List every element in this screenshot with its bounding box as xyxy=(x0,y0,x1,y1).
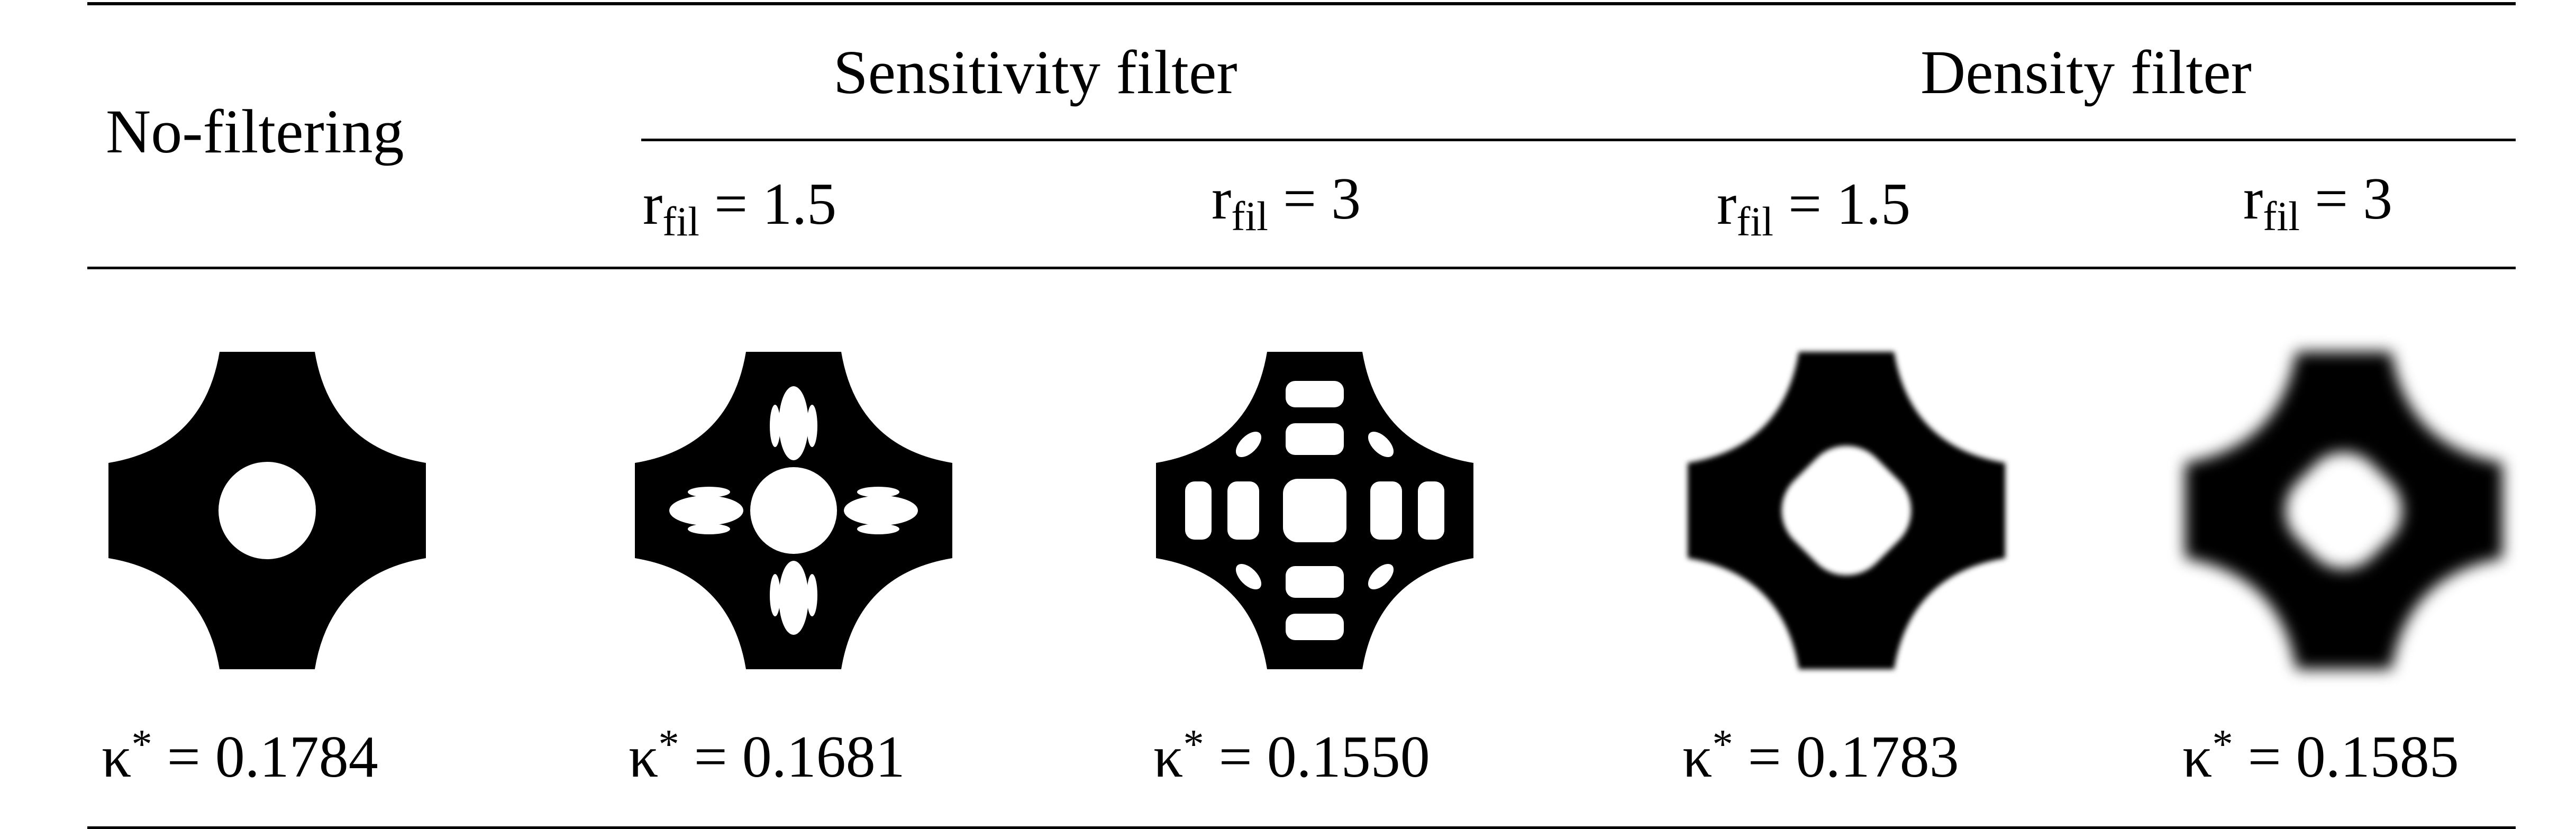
sublabel-sensitivity-r1: rfil = 1.5 xyxy=(643,171,837,244)
topology-density-r3 xyxy=(2185,352,2502,669)
header-no-filtering: No-filtering xyxy=(106,97,404,166)
header-sensitivity-filter: Sensitivity filter xyxy=(833,38,1237,107)
topology-sensitivity-r3 xyxy=(1156,352,1473,669)
result-sensitivity-r3: κ* = 0.1550 xyxy=(1153,721,1430,790)
sublabel-sensitivity-r2: rfil = 3 xyxy=(1212,166,1361,239)
result-no-filtering: κ* = 0.1784 xyxy=(102,721,378,790)
result-density-r3: κ* = 0.1585 xyxy=(2182,721,2459,790)
bottom-rule xyxy=(87,826,2516,829)
result-sensitivity-r1.5: κ* = 0.1681 xyxy=(629,721,905,790)
topology-sensitivity-r1.5 xyxy=(635,352,952,669)
result-density-r1.5: κ* = 0.1783 xyxy=(1682,721,1959,790)
topology-density-r1.5 xyxy=(1688,352,2005,669)
sublabel-density-r2: rfil = 3 xyxy=(2243,166,2393,239)
header-bottom-rule xyxy=(87,267,2516,269)
top-rule xyxy=(87,2,2516,5)
topology-no-filtering xyxy=(108,352,426,669)
header-density-filter: Density filter xyxy=(1920,38,2252,107)
header-group-rule xyxy=(641,139,2516,141)
sublabel-density-r1: rfil = 1.5 xyxy=(1717,171,1911,244)
